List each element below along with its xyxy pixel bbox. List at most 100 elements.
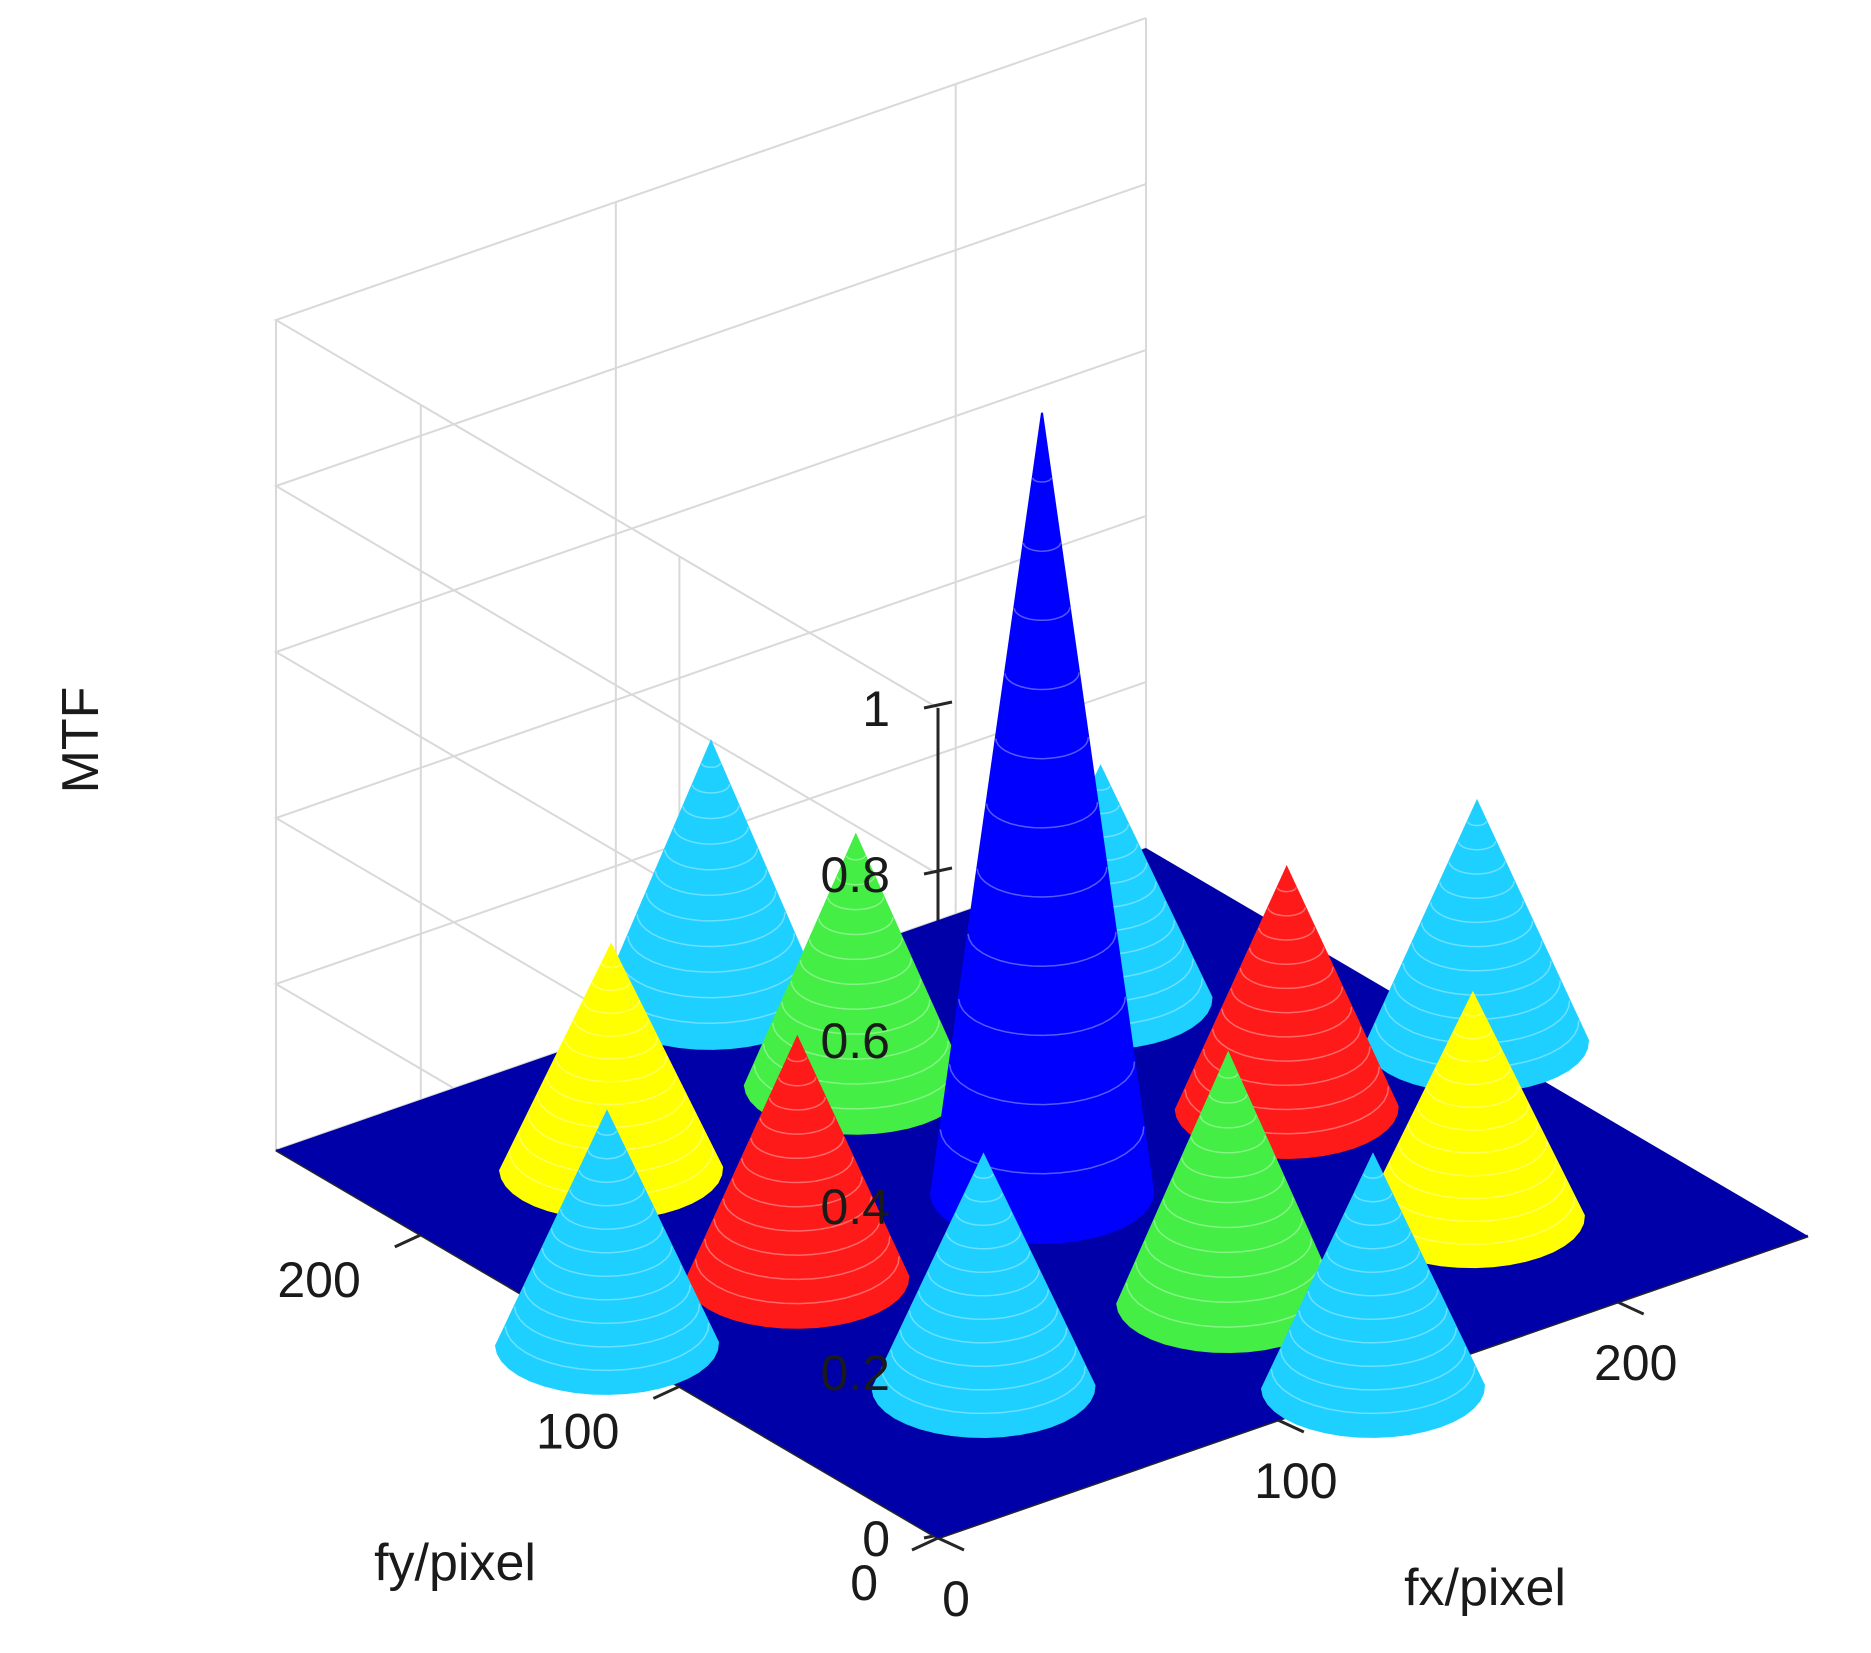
peak-mesh-line (790, 979, 922, 1010)
z-tick-label: 0.6 (820, 1013, 890, 1069)
z-tick-mark (923, 866, 953, 876)
peak-mesh-line (1184, 1086, 1390, 1135)
peak-mesh-line (1444, 1048, 1502, 1063)
peak-mesh-line (799, 958, 913, 986)
peak-mesh-line (1258, 927, 1316, 941)
peak-mesh-line (1230, 986, 1343, 1014)
peak-mesh-line (768, 1096, 826, 1111)
peak-mesh-line (545, 1074, 677, 1106)
mtf-peak (685, 1034, 910, 1329)
peak-mesh-line (954, 1212, 1013, 1226)
peak-mesh-line (976, 866, 1108, 898)
peak-mesh-line (1448, 860, 1506, 875)
peak-mesh-line (994, 737, 1090, 760)
peak-mesh-line (973, 1173, 994, 1179)
mtf-peak (1260, 1152, 1486, 1438)
peak-mesh-line (1344, 1212, 1402, 1226)
peak-mesh-line (532, 1265, 682, 1301)
peak-mesh-line (945, 1231, 1022, 1250)
peak-mesh-line (559, 1207, 655, 1230)
x-tick-label: 200 (1594, 1335, 1677, 1391)
peak-mesh-line (691, 784, 731, 794)
peak-mesh-line (663, 848, 759, 871)
y-tick-label: 100 (536, 1403, 619, 1459)
peak-mesh-line (564, 1037, 659, 1060)
peak-mesh-line (1193, 1066, 1380, 1111)
peak-mesh-line (1279, 1346, 1467, 1391)
peak-mesh-line (939, 1126, 1145, 1175)
peak-mesh-line (1248, 946, 1325, 965)
peak-mesh-line (1335, 1231, 1411, 1250)
peak-mesh-line (845, 855, 866, 861)
peak-mesh-line (673, 826, 749, 845)
peak-mesh-line (781, 999, 931, 1035)
peak-mesh-line (890, 1346, 1077, 1391)
z-tick-label: 0.2 (820, 1345, 890, 1401)
peak-mesh-line (587, 1149, 627, 1160)
peak-mesh-line (569, 1188, 645, 1207)
peak-mesh-line (1190, 1135, 1266, 1154)
peak-mesh-line (1416, 1104, 1530, 1131)
peak-mesh-line (1462, 1011, 1483, 1017)
peak-mesh-line (1325, 1250, 1421, 1273)
peak-mesh-line (759, 1116, 836, 1135)
peak-mesh-line (1439, 880, 1515, 899)
peak-mesh-line (1425, 1085, 1520, 1109)
mtf-peak (871, 1152, 1096, 1439)
peak-mesh-line (1199, 1114, 1257, 1129)
y-tick-mark (394, 1233, 422, 1249)
peak-mesh-line (554, 1055, 668, 1083)
peak-mesh-line (750, 1136, 845, 1160)
peak-mesh-line (917, 1289, 1050, 1321)
peak-mesh-line (601, 963, 622, 969)
peak-mesh-line (1316, 1269, 1430, 1297)
peak-mesh-line (880, 1366, 1087, 1415)
peak-mesh-line (1221, 1006, 1353, 1038)
peak-mesh-line (908, 1308, 1059, 1344)
peak-mesh-line (1153, 1217, 1303, 1254)
peak-mesh-line (578, 1169, 636, 1183)
peak-mesh-line (1004, 672, 1080, 691)
peak-mesh-line (1211, 1026, 1362, 1062)
peak-mesh-line (1298, 1308, 1448, 1344)
peak-mesh-line (513, 1303, 701, 1348)
peak-mesh-line (1134, 1259, 1322, 1303)
peak-mesh-line (741, 1156, 854, 1184)
peak-mesh-line (967, 931, 1117, 967)
peak-mesh-line (1162, 1197, 1294, 1229)
peak-layer (494, 412, 1590, 1439)
peak-mesh-line (573, 1018, 649, 1037)
peak-mesh-line (1362, 1173, 1384, 1179)
peak-mesh-line (927, 1269, 1040, 1297)
z-tick-label: 0 (862, 1511, 890, 1567)
y-tick-label: 200 (277, 1252, 360, 1308)
peak-cone (494, 1109, 720, 1395)
peak-mesh-line (1181, 1156, 1276, 1179)
peak-mesh-line (1411, 940, 1543, 972)
peak-mesh-line (1202, 1046, 1371, 1087)
peak-mesh-line (778, 1076, 817, 1087)
peak-mesh-line (1288, 1327, 1458, 1368)
peak-mesh-line (899, 1327, 1068, 1368)
peak-mesh-line (1276, 887, 1297, 893)
mtf-peak (929, 412, 1155, 1244)
z-tick-label: 1 (862, 681, 890, 737)
x-tick-label: 100 (1254, 1453, 1337, 1509)
z-axis-title: MTF (52, 687, 110, 794)
peak-mesh-line (1402, 960, 1552, 996)
peak-mesh-line (522, 1284, 692, 1325)
peak-mesh-line (808, 937, 903, 961)
y-tick-mark (652, 1385, 681, 1400)
peak-cone (1260, 1152, 1486, 1438)
y-axis-title: fy/pixel (374, 1534, 536, 1592)
peak-mesh-line (582, 1000, 640, 1014)
peak-mesh-line (722, 1196, 873, 1232)
y-tick-mark (911, 1536, 939, 1552)
peak-mesh-line (964, 1192, 1003, 1203)
peak-mesh-line (1267, 907, 1306, 917)
peak-mesh-line (1407, 1122, 1539, 1154)
z-tick-mark (923, 700, 953, 710)
x-tick-label: 0 (942, 1571, 970, 1627)
peak-mesh-line (827, 896, 885, 911)
peak-mesh-line (1022, 542, 1062, 552)
